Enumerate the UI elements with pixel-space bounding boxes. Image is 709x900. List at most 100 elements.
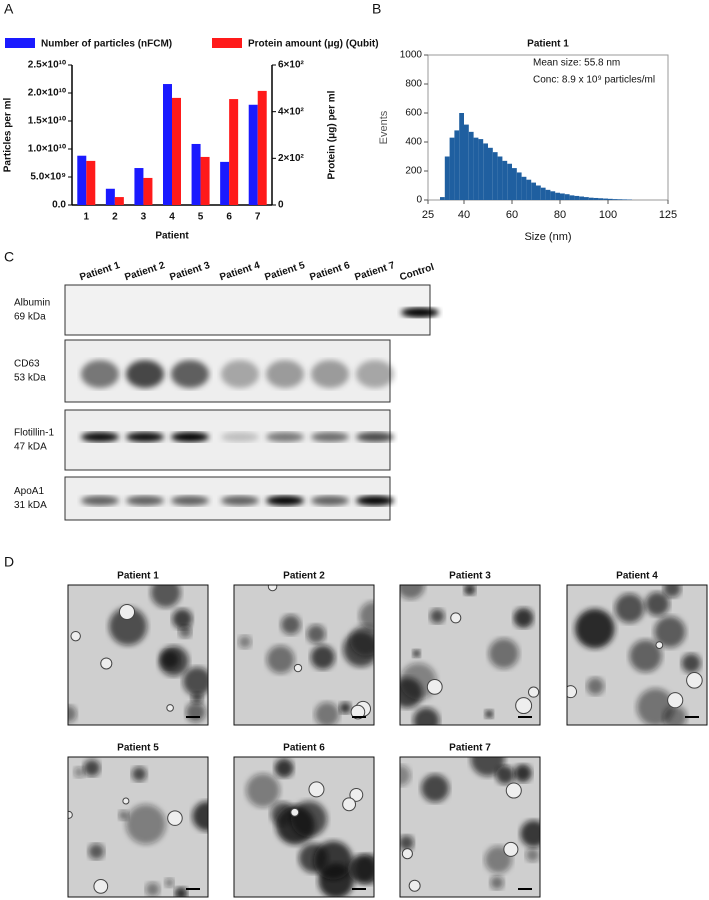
band: [81, 432, 119, 442]
bar: [134, 168, 144, 205]
blob: [164, 878, 174, 888]
micrograph-frame: [233, 756, 375, 898]
blob: [174, 886, 188, 897]
panel-label: A: [4, 1, 14, 17]
vesicle: [350, 704, 366, 720]
blob: [88, 843, 105, 860]
micrograph: [234, 585, 374, 725]
panel-label: D: [4, 554, 14, 570]
band: [356, 495, 394, 506]
hist-bar: [512, 168, 517, 200]
blot-box: [64, 284, 431, 336]
chart-title: Patient 1: [527, 39, 569, 50]
vesicle: [167, 810, 183, 826]
blob: [413, 707, 440, 725]
hist-bar: [574, 195, 580, 200]
hist-bar: [603, 198, 608, 200]
hist-bar: [617, 199, 623, 200]
hist-bar: [579, 196, 584, 200]
blob: [158, 646, 189, 676]
micrograph: [68, 757, 208, 897]
vesicle: [100, 657, 113, 670]
micrograph-title: Patient 7: [449, 743, 491, 754]
vesicle: [267, 585, 278, 592]
blob: [238, 635, 252, 649]
micrograph: [234, 757, 374, 897]
blob: [421, 774, 450, 803]
band: [126, 360, 164, 389]
hist-bar: [478, 139, 484, 200]
y2-tick-label: 0: [278, 200, 284, 211]
hist-bar: [502, 160, 508, 200]
vesicle: [655, 641, 664, 649]
bar: [200, 156, 210, 205]
y2-axis-label: Protein (μg) per ml: [327, 90, 338, 179]
hist-bar: [468, 131, 474, 200]
blob: [280, 614, 301, 635]
row-weight: 53 kDa: [14, 373, 46, 384]
blob: [83, 759, 101, 777]
hist-bar: [454, 130, 460, 200]
row-protein: CD63: [14, 359, 40, 370]
hist-bar: [569, 195, 575, 200]
band: [171, 432, 209, 442]
lane-label: Patient 3: [168, 260, 211, 283]
blob: [520, 820, 540, 848]
micrograph-title: Patient 6: [283, 743, 325, 754]
x-tick-label: 25: [422, 209, 434, 221]
blob: [185, 702, 206, 723]
bar: [220, 161, 230, 205]
hist-bar: [622, 199, 628, 200]
hist-bar: [564, 194, 570, 200]
annotation: Conc: 8.9 x 10⁹ particles/ml: [533, 75, 655, 86]
x-tick-label: 125: [659, 209, 677, 221]
micrograph-frame: [399, 756, 541, 898]
bar: [248, 104, 258, 205]
band: [266, 495, 304, 506]
bar: [172, 97, 181, 205]
micrograph: [400, 757, 540, 897]
y-tick-label: 400: [405, 137, 422, 148]
band: [356, 360, 394, 389]
vesicle: [118, 603, 136, 621]
hist-bar: [473, 137, 479, 200]
hist-bar: [459, 113, 464, 200]
blob: [348, 854, 374, 884]
hist-bar: [507, 163, 512, 200]
band: [311, 495, 349, 506]
blob: [118, 810, 129, 821]
vesicle: [567, 685, 578, 699]
vesicle: [308, 781, 325, 798]
micrograph-frame: [233, 584, 375, 726]
micrograph-title: Patient 2: [283, 571, 325, 582]
y-axis-label: Particles per ml: [3, 98, 14, 173]
vesicle: [349, 787, 364, 802]
vesicle: [93, 878, 109, 894]
vesicle: [503, 841, 519, 857]
vesicle: [342, 797, 357, 812]
hist-bar: [598, 198, 604, 200]
hist-bar: [612, 199, 618, 200]
blob: [400, 663, 437, 700]
band: [171, 495, 209, 506]
blob: [525, 848, 540, 862]
blob: [575, 608, 615, 649]
hist-bar: [497, 156, 503, 200]
blob: [68, 705, 77, 723]
row-protein: ApoA1: [14, 486, 44, 497]
lane-label: Patient 7: [353, 260, 396, 283]
x-tick-label: 6: [226, 212, 232, 223]
hist-bar: [560, 193, 565, 200]
hist-bar: [526, 179, 532, 200]
vesicle: [515, 697, 533, 715]
blob: [495, 765, 515, 785]
vesicle: [667, 692, 684, 709]
x-tick-label: 7: [255, 212, 261, 223]
legend-swatch: [5, 38, 35, 48]
lane-label: Control: [398, 262, 435, 284]
annotation: Mean size: 55.8 nm: [533, 58, 620, 69]
blob: [400, 585, 425, 600]
y-tick-label: 1000: [400, 50, 423, 61]
bar: [105, 188, 115, 205]
bar: [257, 90, 267, 205]
